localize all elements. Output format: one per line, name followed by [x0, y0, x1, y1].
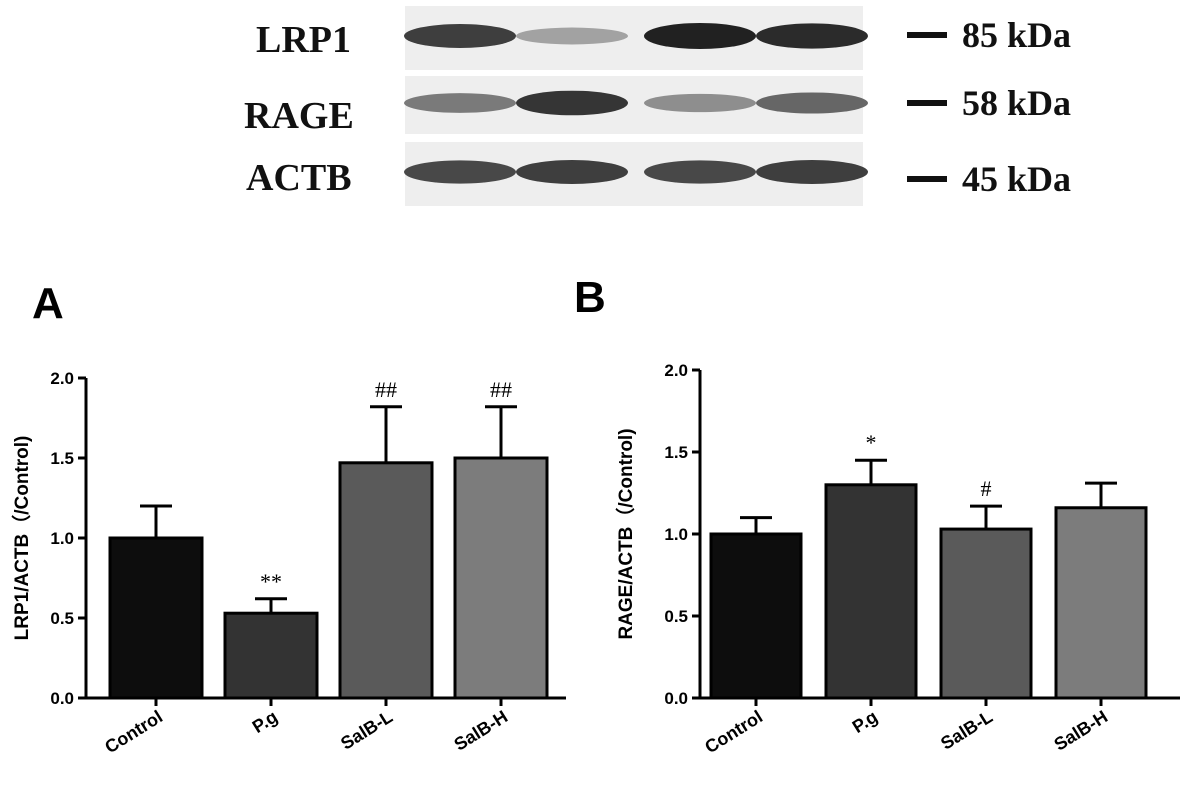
marker-dash-85	[907, 32, 947, 38]
blot-band	[516, 27, 628, 45]
blot-band	[404, 160, 516, 184]
y-tick-label: 0.0	[50, 689, 74, 708]
blot-band	[644, 160, 756, 184]
blot-band	[756, 160, 868, 184]
y-axis-title: RAGE/ACTB（/Control)	[614, 428, 637, 639]
x-category-label: SalB-H	[1050, 706, 1111, 754]
blot-label-lrp1: LRP1	[256, 19, 351, 61]
marker-dash-58	[907, 100, 947, 106]
bar-control	[108, 536, 204, 700]
bar-salb-l	[939, 527, 1033, 700]
blot-band	[516, 160, 628, 184]
panel-letter-a: A	[32, 279, 64, 328]
blot-strips	[404, 6, 868, 206]
blot-label-rage: RAGE	[244, 95, 354, 137]
significance-annotation: ##	[375, 377, 397, 402]
x-category-label: P.g	[849, 706, 881, 737]
bar-p-g	[824, 483, 918, 700]
marker-dash-45	[907, 176, 947, 182]
panel-letter-b: B	[574, 273, 606, 322]
blot-band	[644, 23, 756, 49]
y-tick-label: 0.5	[50, 609, 74, 628]
blot-band	[644, 93, 756, 113]
blot-row-actb	[404, 142, 868, 206]
x-category-label: SalB-H	[450, 706, 511, 754]
x-category-label: P.g	[249, 706, 281, 737]
y-tick-label: 1.5	[50, 449, 74, 468]
bar-salb-l	[338, 461, 434, 700]
blot-band	[516, 90, 628, 116]
y-tick-label: 1.5	[664, 443, 688, 462]
bar-salb-h	[453, 456, 549, 700]
y-tick-label: 1.0	[50, 529, 74, 548]
significance-annotation: **	[260, 569, 282, 594]
blot-band	[404, 24, 516, 48]
y-tick-label: 0.0	[664, 689, 688, 708]
y-tick-label: 2.0	[664, 361, 688, 380]
chart-a: 0.0 0.5 1.0 1.5 2.0 LRP1/ACTB（/Control) Contro…	[10, 369, 566, 757]
x-category-label: Control	[701, 706, 766, 757]
significance-annotation: ##	[490, 377, 512, 402]
y-tick-label: 0.5	[664, 607, 688, 626]
y-axis-title: LRP1/ACTB（/Control)	[10, 436, 33, 641]
y-tick-label: 2.0	[50, 369, 74, 388]
marker-label-85: 85 kDa	[962, 15, 1071, 55]
significance-annotation: #	[981, 476, 992, 501]
significance-annotation: *	[866, 430, 877, 455]
marker-label-45: 45 kDa	[962, 159, 1071, 199]
marker-label-58: 58 kDa	[962, 83, 1071, 123]
y-tick-label: 1.0	[664, 525, 688, 544]
x-category-label: Control	[101, 706, 166, 757]
chart-b: 0.0 0.5 1.0 1.5 2.0 RAGE/ACTB（/Control) Contro…	[614, 361, 1180, 757]
blot-band	[404, 93, 516, 113]
bar-p-g	[223, 611, 319, 700]
bar-salb-h	[1054, 506, 1148, 700]
bar-control	[709, 532, 803, 700]
blot-label-actb: ACTB	[246, 157, 352, 199]
x-category-label: SalB-L	[337, 706, 396, 753]
blot-band	[756, 23, 868, 49]
western-blot: LRP1 RAGE ACTB 85 kDa 58 kDa 45 kDa	[244, 6, 1071, 206]
blot-row-rage	[404, 76, 868, 134]
blot-row-lrp1	[404, 6, 868, 70]
x-category-label: SalB-L	[937, 706, 996, 753]
blot-band	[756, 92, 868, 114]
